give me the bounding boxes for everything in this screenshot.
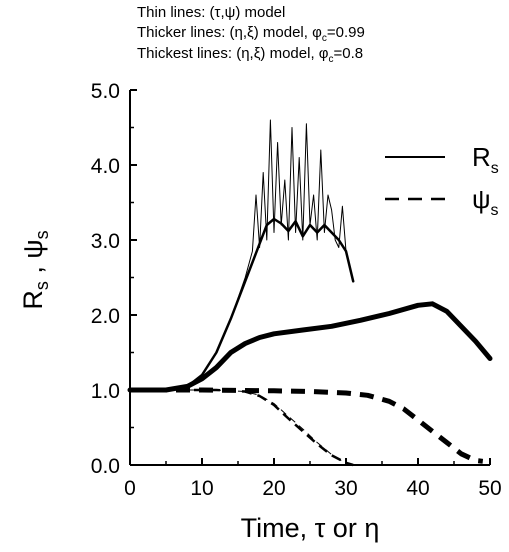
- annotation-thin-model: (τ,ψ) model: [209, 4, 286, 21]
- y-tick-label: 2.0: [91, 305, 120, 328]
- annotation-thicker-value: =0.99: [326, 24, 365, 41]
- annotation-thicker-model: (η,ξ) model,: [229, 24, 313, 41]
- annotation-thicker-param: φ: [312, 24, 322, 41]
- annotation-thicker-prefix: Thicker lines:: [137, 24, 230, 41]
- annotation-thickest: Thickest lines: (η,ξ) model, φc=0.8: [137, 45, 363, 65]
- y-axis-label-a-sub: s: [32, 281, 52, 290]
- annotation-thickest-model: (η,ξ) model,: [236, 45, 319, 62]
- series-group: [127, 119, 493, 467]
- series-line-psis-thin: [130, 389, 347, 464]
- y-tick-label: 0.0: [91, 455, 120, 478]
- series-line-rs-thicker: [128, 217, 355, 392]
- legend-label-psis: ψs: [472, 184, 499, 219]
- annotation-thin: Thin lines: (τ,ψ) model: [137, 4, 285, 21]
- y-tick-label: 4.0: [91, 155, 120, 178]
- x-axis-label: Time, τ or η: [241, 513, 380, 543]
- y-axis-label: Rs , ψs: [18, 230, 52, 309]
- x-tick-label: 30: [334, 477, 357, 500]
- series-line-psis-thickest: [130, 387, 484, 464]
- x-tick-label: 40: [406, 477, 429, 500]
- legend-label-rs: Rs: [472, 142, 499, 177]
- legend-psis-sub: s: [491, 202, 499, 219]
- legend: Rs ψs: [385, 142, 499, 219]
- y-tick-label: 1.0: [91, 380, 120, 403]
- x-tick-label: 10: [190, 477, 213, 500]
- series-line-psis-thicker: [130, 388, 354, 467]
- annotation-thin-prefix: Thin lines:: [137, 4, 210, 21]
- y-axis-label-sep: ,: [18, 259, 48, 282]
- x-tick-label: 0: [124, 477, 136, 500]
- legend-rs-symbol: R: [472, 142, 491, 172]
- legend-psis-symbol: ψ: [472, 184, 491, 214]
- annotation-thicker-sub: c: [321, 33, 327, 44]
- annotation-thickest-sub: c: [328, 54, 334, 65]
- annotation-thickest-param: φ: [318, 45, 329, 62]
- annotation-thickest-value: =0.8: [333, 45, 364, 62]
- annotation-thickest-prefix: Thickest lines:: [137, 45, 237, 62]
- y-axis-label-b: ψ: [18, 239, 48, 258]
- x-tick-label: 20: [262, 477, 285, 500]
- y-axis-label-b-sub: s: [32, 230, 52, 239]
- y-tick-label: 5.0: [91, 80, 120, 103]
- legend-rs-sub: s: [491, 160, 499, 177]
- annotation-thicker: Thicker lines: (η,ξ) model, φc=0.99: [137, 24, 365, 44]
- axes: [129, 90, 490, 466]
- x-tick-label: 50: [478, 477, 501, 500]
- series-line-rs-thickest: [127, 301, 493, 393]
- ticks: 0 10 20 30 40 50 0.0 1.0 2.0 3.0 4.0 5.0: [91, 80, 502, 500]
- y-tick-label: 3.0: [91, 230, 120, 253]
- y-axis-label-a: R: [18, 290, 48, 310]
